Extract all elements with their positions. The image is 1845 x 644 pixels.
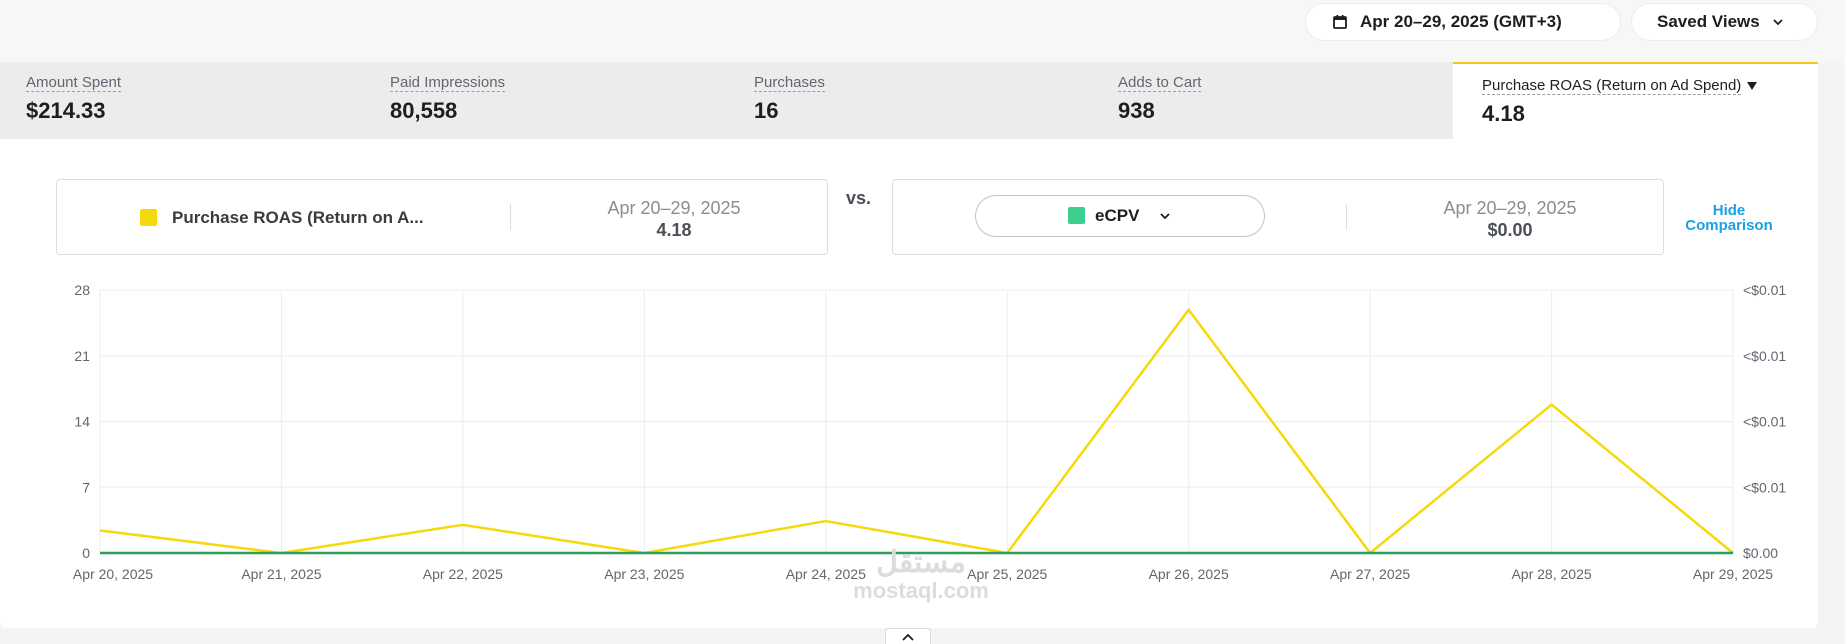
series-line-purchase-roas (99, 308, 1734, 555)
metric-value: 16 (754, 98, 779, 123)
chart-card: Purchase ROAS (Return on A... Apr 20–29,… (0, 139, 1818, 628)
y-left-tick-label: 21 (74, 348, 90, 364)
line-chart: 28 21 14 7 0 <$0.01 <$0.01 <$0.01 <$0.01 $0.00 A… (73, 282, 1787, 582)
metric-label: Paid Impressions (390, 74, 506, 92)
y-right-axis: <$0.01 <$0.01 <$0.01 <$0.01 $0.00 (1743, 282, 1786, 561)
secondary-series-box: eCPV Apr 20–29, 2025 $0.00 (892, 179, 1664, 255)
x-tick-label: Apr 23, 2025 (604, 566, 684, 582)
y-right-tick-label: <$0.01 (1743, 479, 1786, 495)
secondary-date-range: Apr 20–29, 2025 (1443, 198, 1577, 218)
divider (1346, 204, 1347, 230)
hide-comparison-line1: Hide (1712, 202, 1746, 219)
metric-paid-impressions[interactable]: Paid Impressions 80,558 (364, 62, 728, 139)
secondary-series-name: eCPV (1095, 206, 1140, 225)
series-lines (99, 308, 1734, 555)
date-range-label: Apr 20–29, 2025 (GMT+3) (1360, 12, 1562, 31)
x-tick-label: Apr 28, 2025 (1511, 566, 1591, 582)
metric-label: Purchases (754, 74, 825, 92)
x-tick-label: Apr 26, 2025 (1149, 566, 1229, 582)
y-left-axis: 28 21 14 7 0 (74, 282, 90, 561)
x-tick-label: Apr 27, 2025 (1330, 566, 1410, 582)
metric-value: $214.33 (26, 98, 106, 123)
chart-grid (99, 289, 1734, 554)
metric-purchase-roas[interactable]: Purchase ROAS (Return on Ad Spend) 4.18 (1453, 62, 1818, 139)
metric-amount-spent[interactable]: Amount Spent $214.33 (0, 62, 364, 139)
metric-value: 4.18 (1482, 101, 1525, 126)
primary-date-range: Apr 20–29, 2025 (607, 198, 741, 218)
hide-comparison-link[interactable]: Hide Comparison (1684, 203, 1774, 233)
y-right-tick-label: <$0.01 (1743, 348, 1786, 364)
chevron-up-icon (902, 633, 914, 641)
hide-comparison-line2: Comparison (1685, 217, 1773, 234)
primary-value: 4.18 (656, 220, 692, 240)
watermark-latin: mostaql.com (853, 578, 989, 603)
metric-purchases[interactable]: Purchases 16 (728, 62, 1092, 139)
secondary-metric-select[interactable]: eCPV (975, 195, 1265, 237)
y-right-tick-label: <$0.01 (1743, 414, 1786, 430)
caret-down-icon[interactable] (1746, 81, 1758, 91)
chevron-down-icon (1773, 19, 1783, 26)
collapse-handle[interactable] (885, 628, 931, 644)
chevron-down-icon (1160, 213, 1170, 220)
primary-series-name: Purchase ROAS (Return on A... (172, 208, 424, 227)
y-right-tick-label: <$0.01 (1743, 282, 1786, 298)
secondary-color-swatch (1068, 207, 1085, 224)
calendar-icon (1333, 15, 1347, 29)
primary-color-swatch (140, 209, 157, 226)
y-left-tick-label: 0 (82, 545, 90, 561)
metric-label: Adds to Cart (1118, 74, 1202, 92)
metric-value: 80,558 (390, 98, 458, 123)
watermark: مستقل mostaql.com (836, 548, 1006, 604)
y-right-tick-label: $0.00 (1743, 545, 1778, 561)
y-left-tick-label: 28 (74, 282, 90, 298)
saved-views-label: Saved Views (1657, 12, 1760, 31)
metric-adds-to-cart[interactable]: Adds to Cart 938 (1092, 62, 1453, 139)
divider (510, 204, 511, 230)
x-tick-label: Apr 25, 2025 (967, 566, 1047, 582)
metric-label: Amount Spent (26, 74, 122, 92)
metrics-bar: Amount Spent $214.33 Paid Impressions 80… (0, 62, 1818, 139)
metric-label: Purchase ROAS (Return on Ad Spend) (1482, 77, 1742, 95)
y-left-tick-label: 14 (74, 414, 90, 430)
secondary-value: $0.00 (1487, 220, 1533, 240)
vs-label: vs. (846, 188, 872, 208)
metric-value: 938 (1118, 98, 1155, 123)
saved-views-dropdown[interactable]: Saved Views (1632, 4, 1817, 40)
y-left-tick-label: 7 (82, 479, 90, 495)
watermark-arabic: مستقل (876, 546, 966, 579)
x-tick-label: Apr 21, 2025 (241, 566, 321, 582)
primary-series-box: Purchase ROAS (Return on A... Apr 20–29,… (56, 179, 828, 255)
x-tick-label: Apr 24, 2025 (786, 566, 866, 582)
x-tick-label: Apr 22, 2025 (423, 566, 503, 582)
x-tick-label: Apr 29, 2025 (1693, 566, 1773, 582)
x-axis: Apr 20, 2025 Apr 21, 2025 Apr 22, 2025 Apr … (73, 566, 1773, 582)
date-range-picker[interactable]: Apr 20–29, 2025 (GMT+3) (1306, 4, 1620, 40)
x-tick-label: Apr 20, 2025 (73, 566, 153, 582)
